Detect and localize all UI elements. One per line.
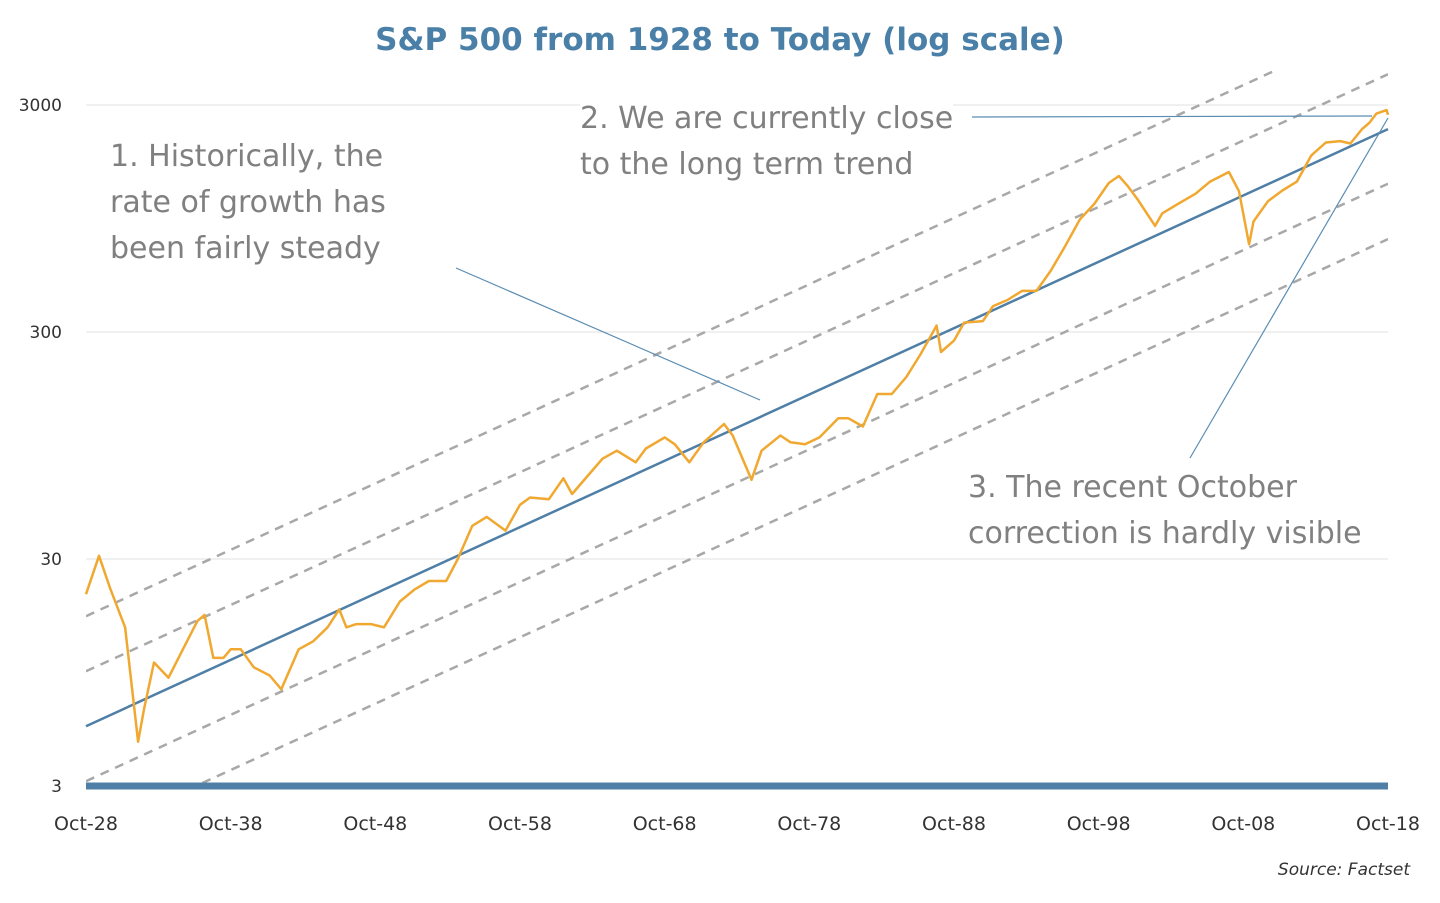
y-tick-label: 3000 <box>19 96 62 116</box>
trend-line <box>85 127 1389 728</box>
x-tick-label: Oct-28 <box>54 813 118 835</box>
annotation-leaders <box>455 115 1389 459</box>
trend-line-group <box>85 127 1389 728</box>
y-axis-ticks: 3 30 300 3000 <box>19 96 62 797</box>
x-tick-label: Oct-68 <box>633 813 697 835</box>
x-axis-ticks: Oct-28 Oct-38 Oct-48 Oct-58 Oct-68 Oct-78 Oct-… <box>54 813 1420 835</box>
annotation-1-leader <box>455 267 761 401</box>
x-tick-label: Oct-58 <box>488 813 552 835</box>
x-tick-label: Oct-78 <box>777 813 841 835</box>
y-tick-label: 3 <box>51 777 62 797</box>
sp500-line <box>84 108 1390 743</box>
x-tick-label: Oct-98 <box>1067 813 1131 835</box>
price-line-group <box>84 108 1390 743</box>
x-tick-label: Oct-08 <box>1211 813 1275 835</box>
annotation-1: 1. Historically, the rate of growth has … <box>110 134 386 272</box>
y-tick-label: 300 <box>30 323 62 343</box>
x-tick-label: Oct-88 <box>922 813 986 835</box>
x-tick-label: Oct-18 <box>1356 813 1420 835</box>
annotation-3-leader <box>1189 117 1389 459</box>
x-tick-label: Oct-48 <box>343 813 407 835</box>
y-tick-label: 30 <box>40 550 62 570</box>
chart-title: S&P 500 from 1928 to Today (log scale) <box>375 22 1065 58</box>
annotation-2: 2. We are currently close to the long te… <box>580 96 954 188</box>
x-tick-label: Oct-38 <box>199 813 263 835</box>
source-note: Source: Factset <box>1277 860 1410 880</box>
annotation-2-leader <box>971 115 1373 118</box>
annotation-3: 3. The recent October correction is hard… <box>968 465 1362 557</box>
